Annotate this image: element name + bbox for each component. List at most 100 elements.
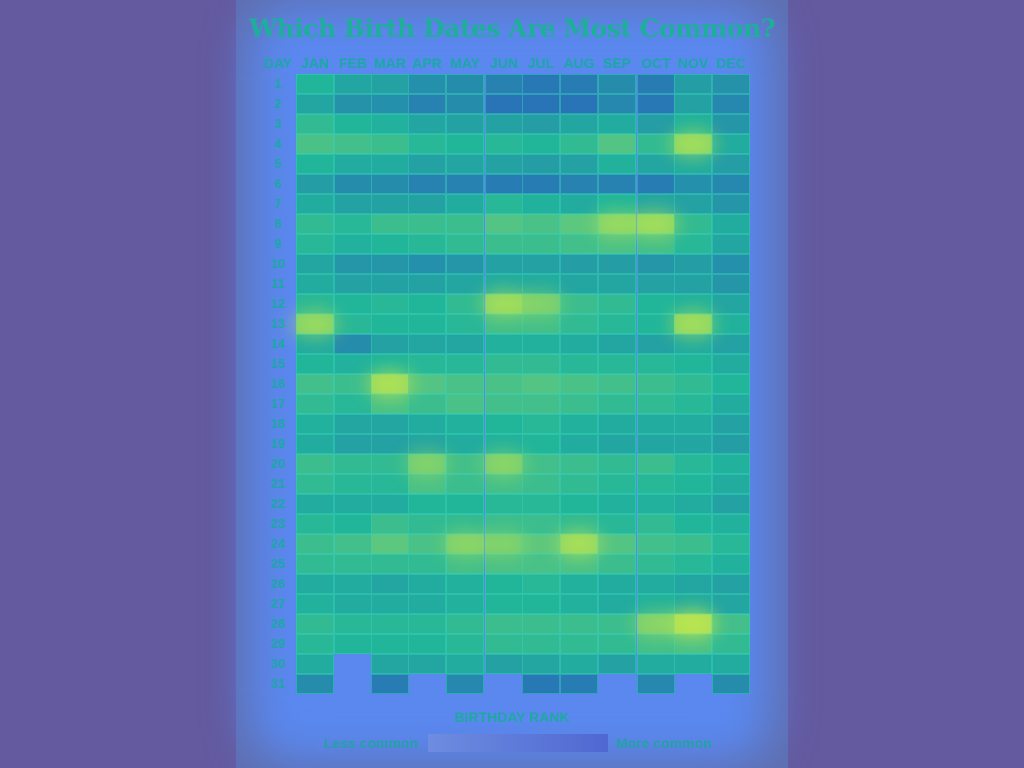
heat-cell-aug-19 [560,434,598,454]
heat-cell-jan-11 [296,274,334,294]
heat-cell-jul-6 [522,174,560,194]
heat-cell-jan-20 [296,454,334,474]
day-label-25: 25 [270,556,286,571]
heat-cell-nov-12 [674,294,712,314]
day-label-16: 16 [270,376,286,391]
heat-cell-dec-24 [712,534,750,554]
heat-cell-nov-5 [674,154,712,174]
month-label-dec: DEC [716,55,746,71]
heat-cell-jul-31 [522,674,560,694]
heat-cell-jun-18 [485,414,523,434]
heat-cell-sep-27 [598,594,636,614]
heat-cell-sep-20 [598,454,636,474]
heat-cell-oct-7 [637,194,675,214]
heat-cell-feb-17 [334,394,372,414]
heat-cell-jul-13 [522,314,560,334]
heat-cell-dec-4 [712,134,750,154]
heat-cell-jun-21 [485,474,523,494]
heat-cell-may-5 [446,154,484,174]
heat-cell-oct-2 [637,94,675,114]
heat-cell-oct-6 [637,174,675,194]
heat-cell-apr-19 [408,434,446,454]
heat-cell-jan-26 [296,574,334,594]
heat-cell-dec-23 [712,514,750,534]
heat-cell-aug-27 [560,594,598,614]
heat-cell-sep-29 [598,634,636,654]
heat-cell-jul-5 [522,154,560,174]
heat-cell-jan-25 [296,554,334,574]
heat-cell-sep-24 [598,534,636,554]
heat-cell-aug-1 [560,74,598,94]
heat-cell-jul-27 [522,594,560,614]
heat-cell-jul-18 [522,414,560,434]
heat-cell-mar-12 [371,294,409,314]
heat-cell-mar-11 [371,274,409,294]
heat-cell-dec-26 [712,574,750,594]
heat-cell-oct-18 [637,414,675,434]
heat-cell-mar-25 [371,554,409,574]
heat-cell-jan-24 [296,534,334,554]
heat-cell-aug-11 [560,274,598,294]
heat-cell-sep-25 [598,554,636,574]
heat-cell-apr-1 [408,74,446,94]
heat-cell-sep-23 [598,514,636,534]
heat-cell-mar-26 [371,574,409,594]
heat-cell-oct-1 [637,74,675,94]
heat-cell-jun-13 [485,314,523,334]
heat-cell-jul-26 [522,574,560,594]
heat-cell-sep-19 [598,434,636,454]
heat-cell-oct-24 [637,534,675,554]
heat-cell-sep-13 [598,314,636,334]
heat-cell-feb-7 [334,194,372,214]
heat-cell-apr-18 [408,414,446,434]
heat-cell-dec-28 [712,614,750,634]
heat-cell-aug-4 [560,134,598,154]
heat-cell-dec-8 [712,214,750,234]
heat-cell-dec-25 [712,554,750,574]
heat-cell-aug-25 [560,554,598,574]
heat-cell-feb-16 [334,374,372,394]
day-label-21: 21 [270,476,286,491]
heat-cell-dec-16 [712,374,750,394]
heat-cell-sep-18 [598,414,636,434]
heat-cell-oct-30 [637,654,675,674]
heat-cell-sep-14 [598,334,636,354]
heat-cell-mar-4 [371,134,409,154]
heat-cell-nov-4 [674,134,712,154]
month-label-apr: APR [412,55,442,71]
heat-cell-oct-3 [637,114,675,134]
heat-cell-mar-30 [371,654,409,674]
heat-cell-dec-29 [712,634,750,654]
heat-cell-jul-17 [522,394,560,414]
heat-cell-nov-18 [674,414,712,434]
heat-cell-feb-3 [334,114,372,134]
heat-cell-may-2 [446,94,484,114]
heat-cell-nov-2 [674,94,712,114]
heat-cell-jan-12 [296,294,334,314]
heat-cell-nov-25 [674,554,712,574]
heat-cell-jun-28 [485,614,523,634]
heat-cell-feb-20 [334,454,372,474]
heat-cell-sep-17 [598,394,636,414]
heat-cell-sep-8 [598,214,636,234]
heat-cell-feb-13 [334,314,372,334]
heat-cell-jul-20 [522,454,560,474]
month-label-oct: OCT [641,55,671,71]
heat-cell-dec-30 [712,654,750,674]
heat-cell-jul-25 [522,554,560,574]
heat-cell-feb-5 [334,154,372,174]
heat-cell-may-4 [446,134,484,154]
heat-cell-oct-28 [637,614,675,634]
heat-cell-feb-29 [334,634,372,654]
heat-cell-may-20 [446,454,484,474]
day-label-20: 20 [270,456,286,471]
month-label-jan: JAN [300,55,329,71]
heat-cell-apr-14 [408,334,446,354]
heat-cell-dec-9 [712,234,750,254]
heat-cell-feb-18 [334,414,372,434]
heat-cell-feb-6 [334,174,372,194]
heat-cell-may-3 [446,114,484,134]
heat-cell-nov-6 [674,174,712,194]
heat-cell-jul-14 [522,334,560,354]
heat-cell-nov-17 [674,394,712,414]
